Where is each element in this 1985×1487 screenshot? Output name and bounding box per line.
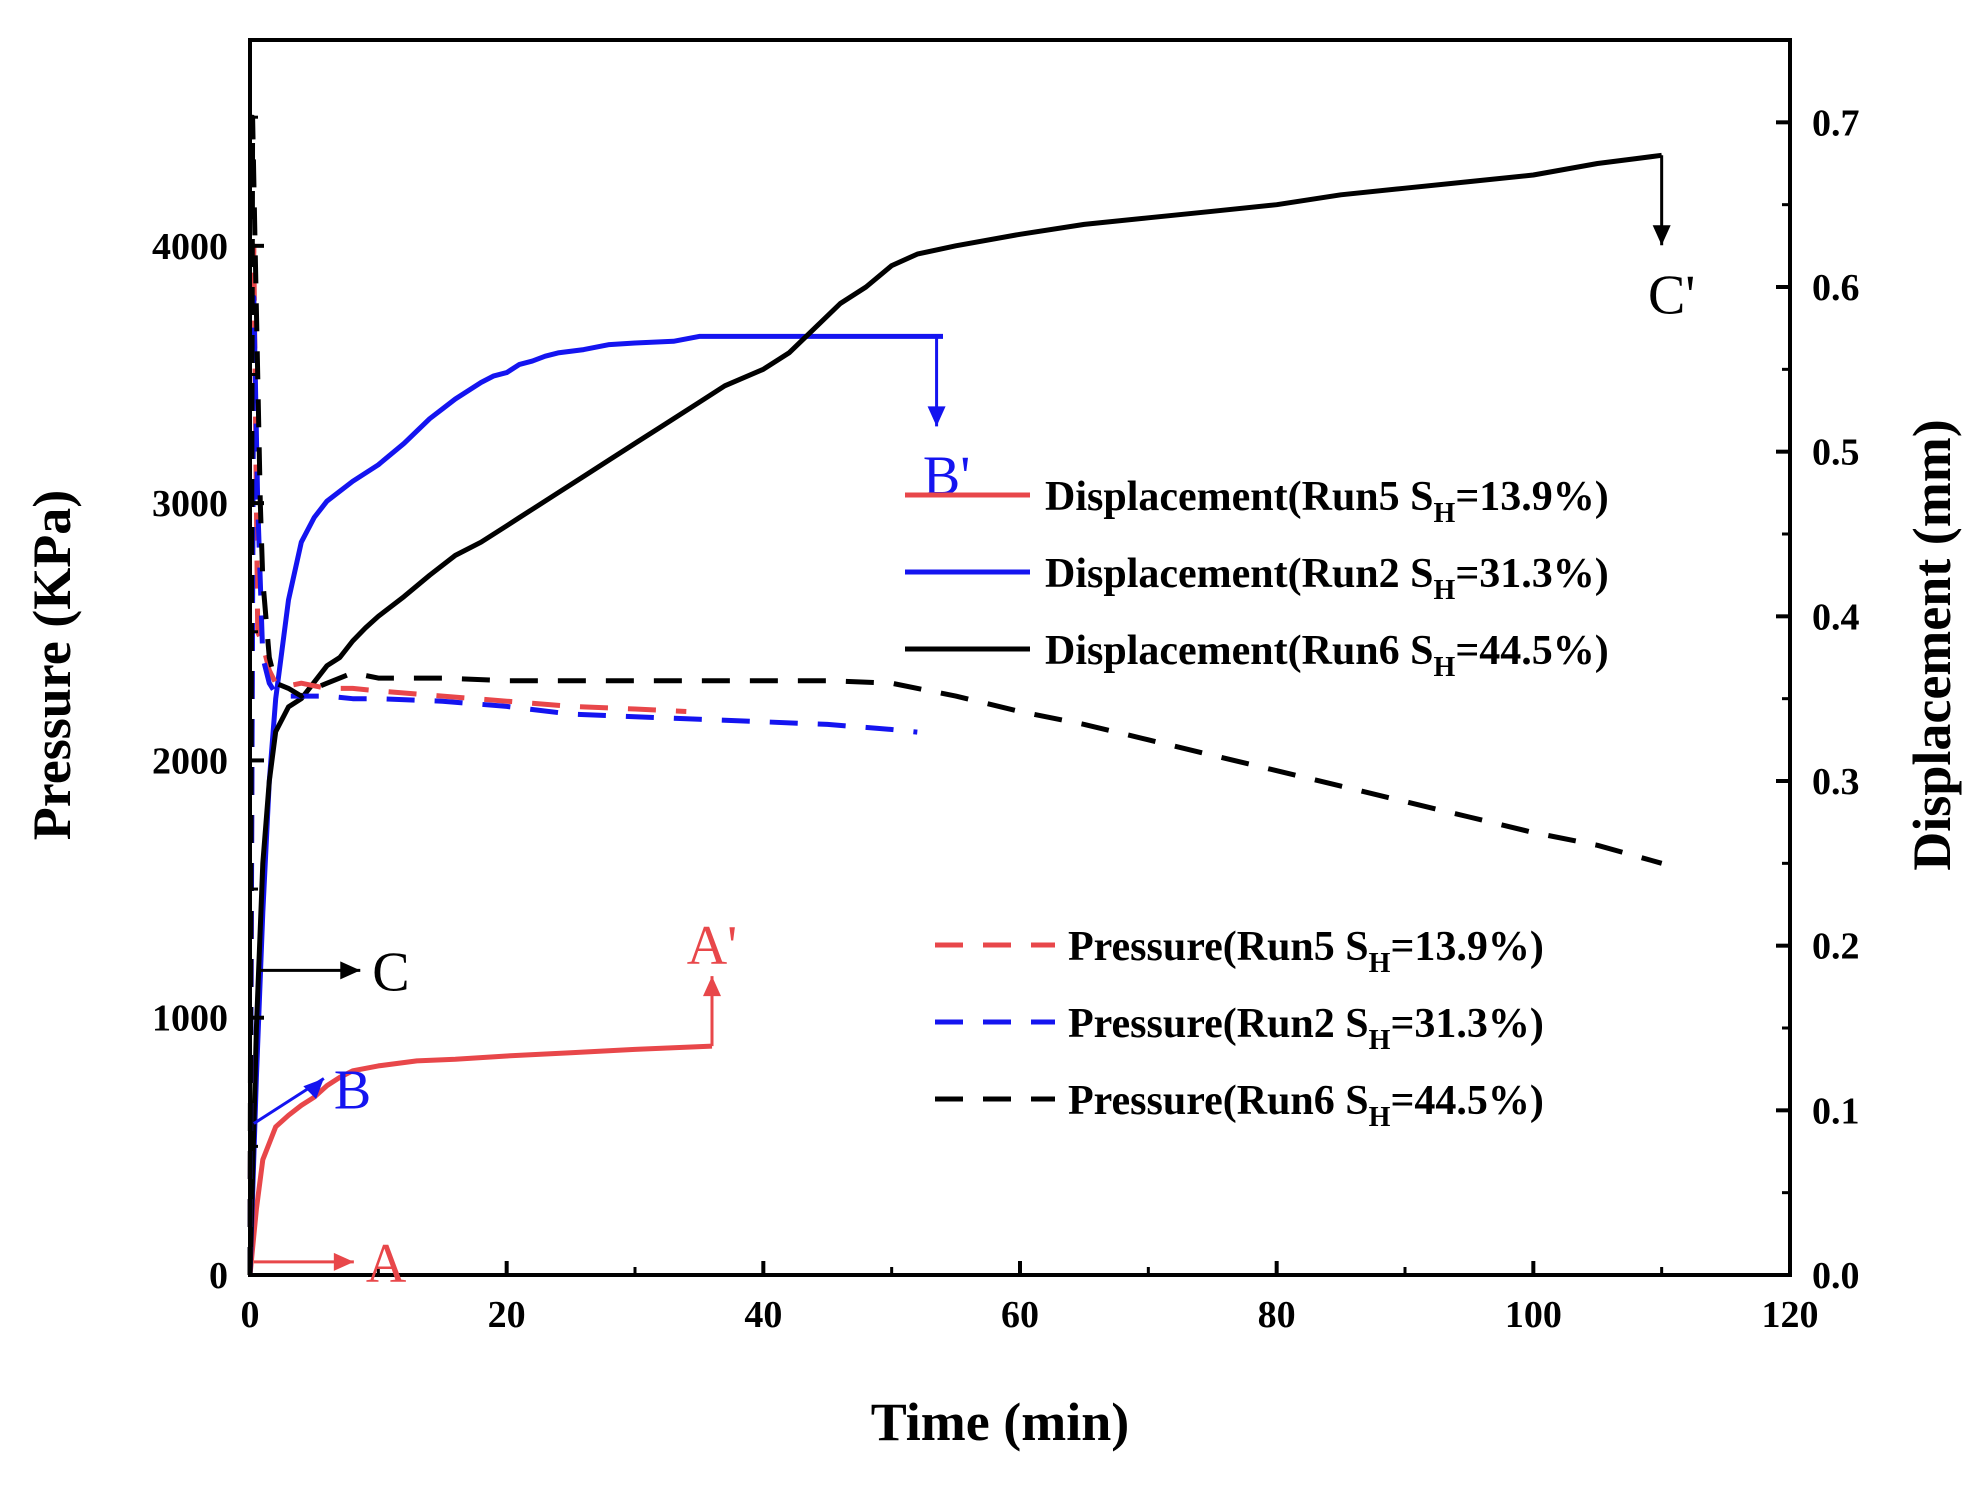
series-line-5 (247, 294, 918, 1276)
series-layer (247, 114, 1663, 1276)
annotation-label: C' (1648, 264, 1695, 326)
y2-tick-label: 0.2 (1812, 926, 1860, 968)
y2-tick-label: 0.4 (1812, 596, 1860, 638)
annotation-label: B' (923, 445, 970, 507)
legend-bottom-item-label: Pressure(Run5 SH=13.9%) (1068, 924, 1544, 979)
x-tick-label: 100 (1505, 1294, 1562, 1336)
series-line-3 (247, 152, 1663, 1276)
y-tick-label: 0 (209, 1255, 228, 1297)
legend-layer: Displacement(Run5 SH=13.9%) Displacement(… (905, 474, 1609, 1133)
y-tick-label: 2000 (152, 740, 228, 782)
x-tick-label: 80 (1258, 1294, 1296, 1336)
y-tick-label: 1000 (152, 998, 228, 1040)
x-axis-title: Time (min) (871, 1392, 1129, 1452)
y2-tick-label: 0.6 (1812, 267, 1860, 309)
series-line-6 (247, 114, 1663, 1276)
legend-top-item-label: Displacement(Run5 SH=13.9%) (1045, 474, 1609, 529)
annotation-arrowhead (1652, 225, 1671, 246)
x-tick-label: 60 (1001, 1294, 1039, 1336)
annotation-arrowhead (303, 1078, 324, 1100)
annotation-label: A (366, 1233, 407, 1295)
annotation-arrowhead (333, 1252, 354, 1271)
annotation-label: B (334, 1060, 371, 1122)
y-tick-label: 4000 (152, 226, 228, 268)
series-line-4 (247, 243, 687, 1276)
y2-tick-label: 0.0 (1812, 1255, 1860, 1297)
y2-tick-label: 0.5 (1812, 432, 1860, 474)
legend-bottom-item-label: Pressure(Run6 SH=44.5%) (1068, 1078, 1544, 1133)
y2-tick-label: 0.3 (1812, 761, 1860, 803)
annotation-arrowhead (927, 406, 946, 427)
annotation-label: A' (687, 915, 738, 977)
legend-top-item-label: Displacement(Run6 SH=44.5%) (1045, 628, 1609, 683)
x-tick-label: 40 (744, 1294, 782, 1336)
y2-tick-label: 0.1 (1812, 1090, 1860, 1132)
x-tick-label: 20 (488, 1294, 526, 1336)
y2-tick-label: 0.7 (1812, 102, 1860, 144)
y-axis-title: Pressure (KPa) (22, 490, 82, 840)
series-line-2 (247, 333, 943, 1276)
legend-top-item-label: Displacement(Run2 SH=31.3%) (1045, 551, 1609, 606)
annotation-label: C (372, 941, 409, 1003)
series-line-1 (247, 1043, 713, 1276)
x-tick-label: 120 (1762, 1294, 1819, 1336)
x-tick-label: 0 (241, 1294, 260, 1336)
y2-axis-title: Displacement (mm) (1902, 419, 1962, 870)
y-tick-label: 3000 (152, 483, 228, 525)
annotation-arrowhead (703, 976, 721, 997)
annotation-arrowhead (340, 961, 361, 980)
axes-layer: 0 20 40 60 80 100 120 0 1000 2000 3000 4000 0.0 0.1 0.… (152, 38, 1860, 1336)
legend-bottom-item-label: Pressure(Run2 SH=31.3%) (1068, 1001, 1544, 1056)
